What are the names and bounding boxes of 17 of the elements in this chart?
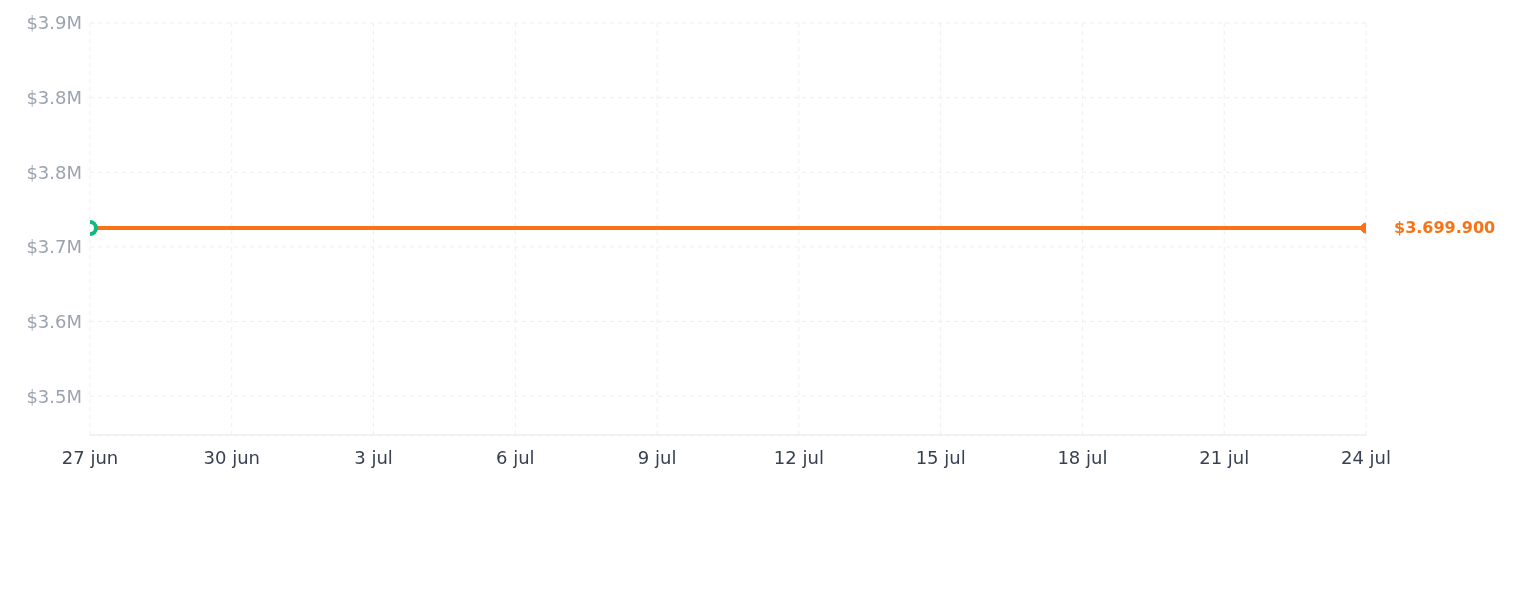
y-tick-label: $3.7M [26,236,82,258]
y-tick-label: $3.9M [26,12,82,34]
y-tick-label: $3.6M [26,310,82,332]
x-tick-label: 24 jul [1340,446,1392,468]
x-tick-label: 27 jun [61,446,119,468]
x-tick-label: 12 jul [773,446,824,468]
x-tick-label: 3 jul [354,446,393,468]
y-tick-label: $3.5M [26,385,82,407]
x-tick-label: 21 jul [1199,446,1250,468]
x-tick-label: 6 jul [496,446,535,468]
y-tick-label: $3.8M [26,161,82,183]
x-tick-label: 9 jul [637,446,677,468]
x-tick-label: 15 jul [915,446,966,468]
data-label: $3.699.900 [1394,218,1496,238]
x-tick-label: 30 jun [203,446,260,468]
x-tick-label: 18 jul [1057,446,1108,468]
y-tick-label: $3.8M [26,87,82,109]
